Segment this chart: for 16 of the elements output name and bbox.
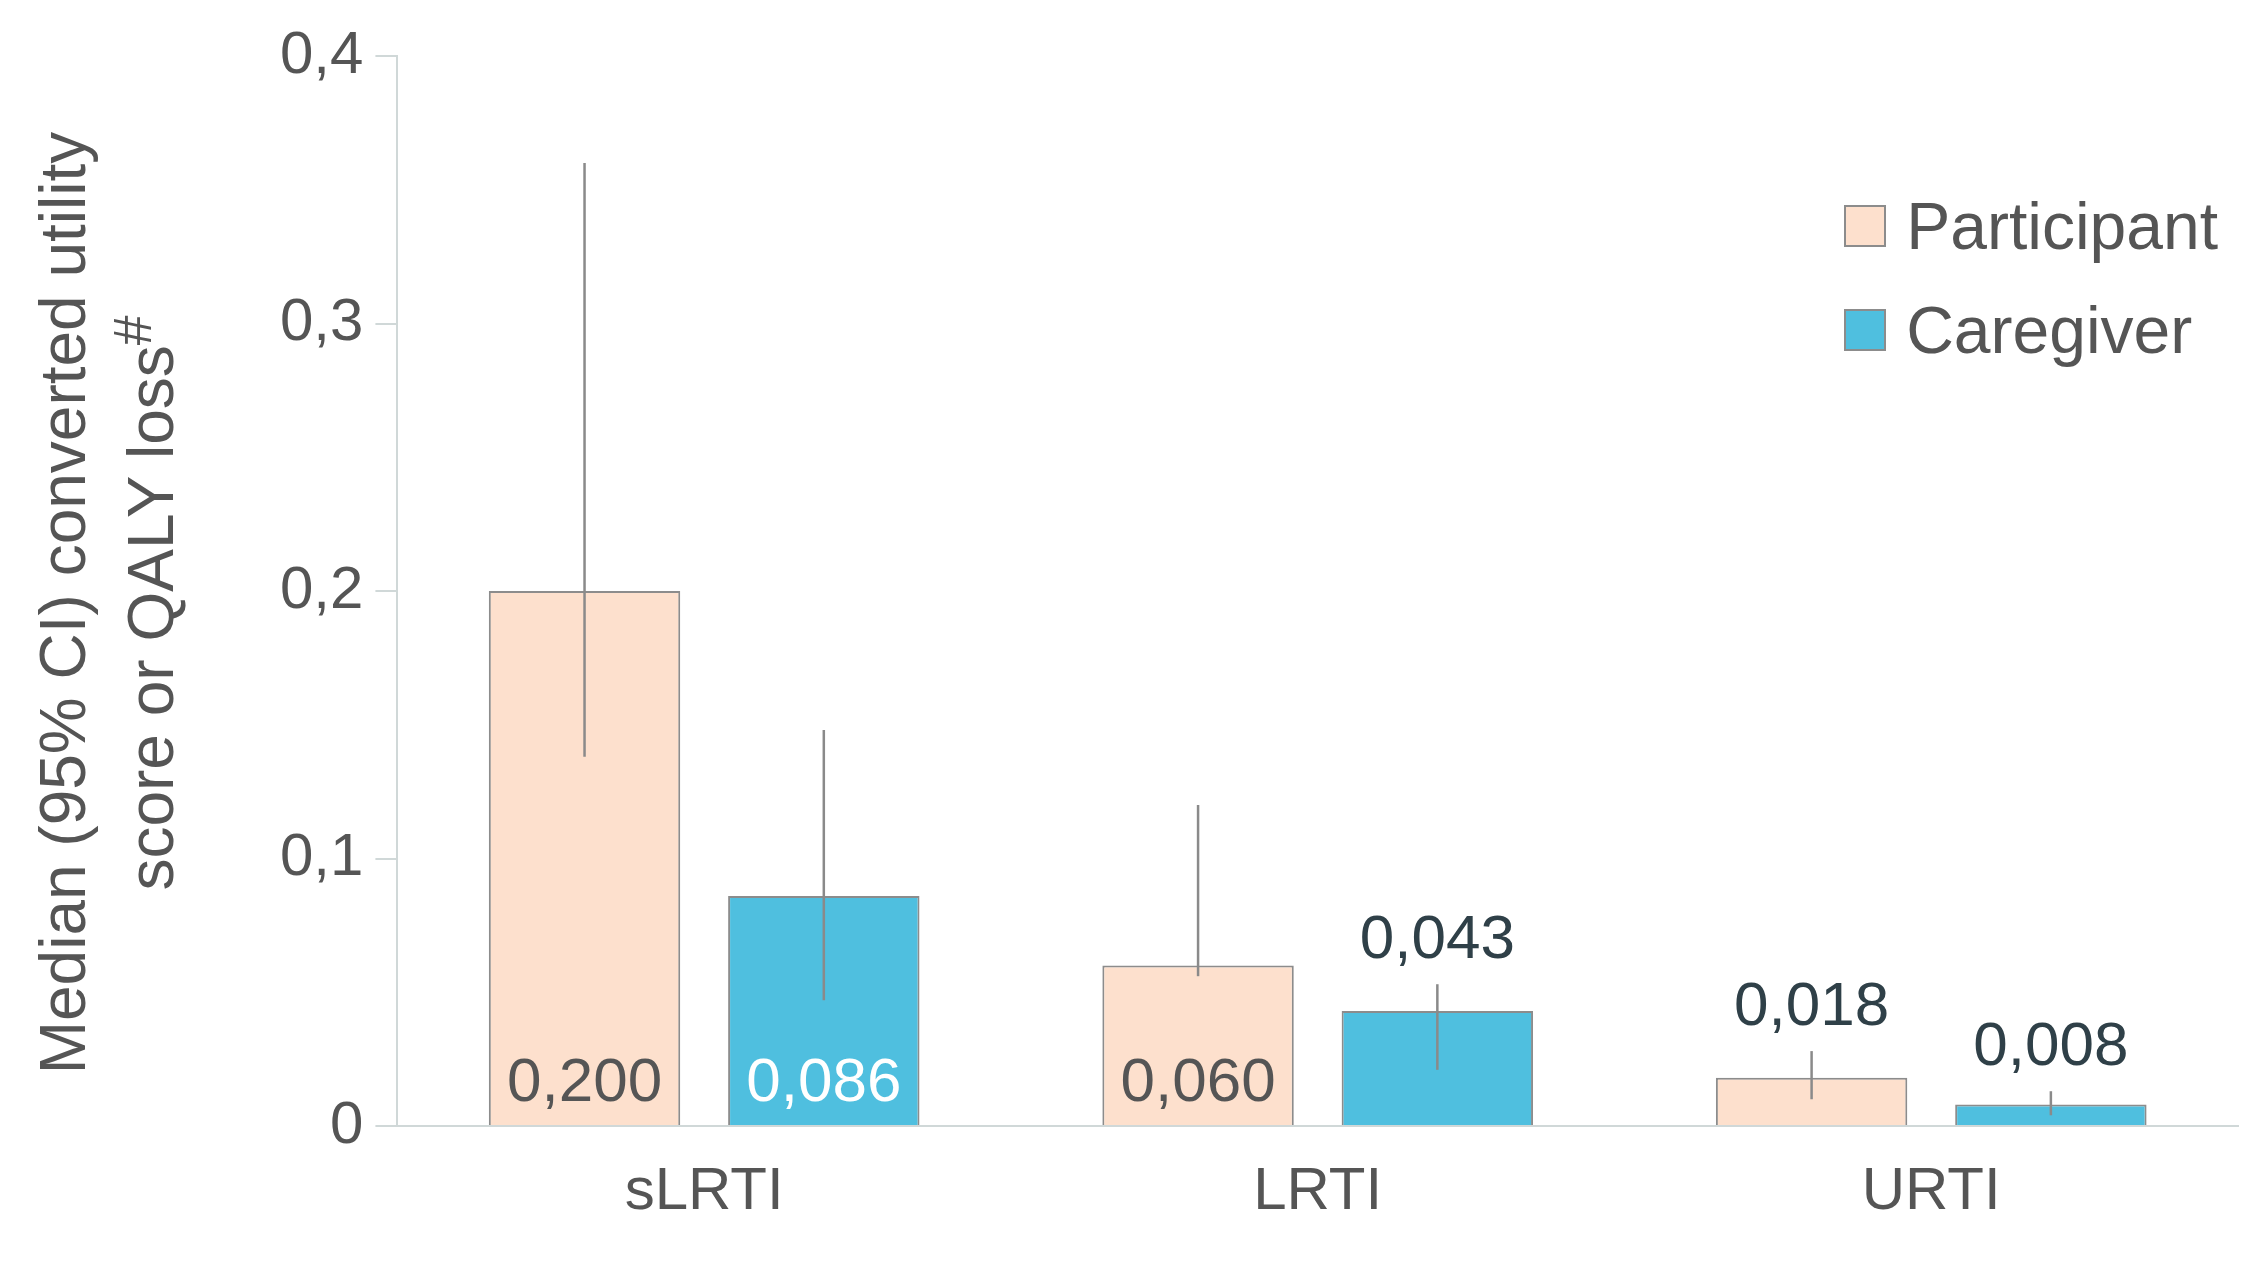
- data-label: 0,200: [506, 1045, 663, 1115]
- data-label: 0,043: [1359, 902, 1515, 972]
- data-label: 0,008: [1973, 1009, 2129, 1079]
- x-tick-label: sLRTI: [624, 1154, 784, 1222]
- y-tick-label: 0,2: [279, 553, 364, 621]
- legend-label: Participant: [1906, 188, 2218, 264]
- data-label: 0,060: [1120, 1045, 1276, 1115]
- y-tick-label: 0,3: [279, 286, 364, 354]
- y-tick-label: 0: [330, 1088, 364, 1156]
- y-tick-label: 0,1: [279, 821, 364, 889]
- data-label: 0,018: [1734, 969, 1890, 1039]
- x-tick-label: LRTI: [1253, 1154, 1383, 1222]
- y-tick-label: 0,4: [279, 18, 364, 86]
- legend-label: Caregiver: [1906, 292, 2193, 368]
- data-label: 0,086: [746, 1045, 902, 1115]
- x-tick-label: URTI: [1861, 1154, 2001, 1222]
